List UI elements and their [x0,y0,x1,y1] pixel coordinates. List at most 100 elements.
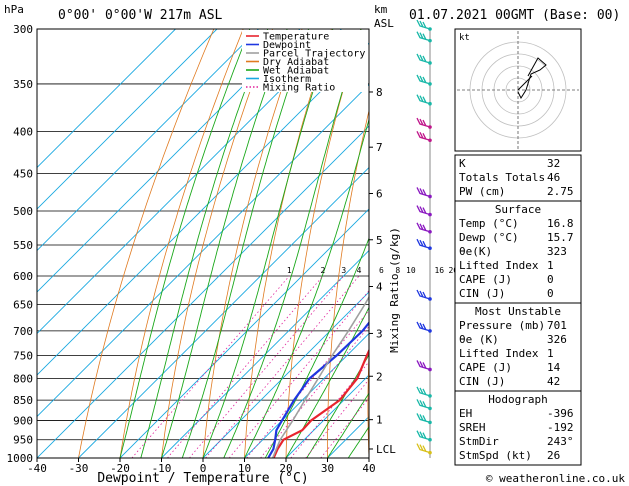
isotherm-line [37,29,259,252]
wet-adiabat-line [140,29,269,458]
pressure-tick-label: 650 [13,299,33,312]
indices-table [454,154,582,202]
pressure-tick-label: 800 [13,372,33,385]
wind-barb-icon [416,131,431,141]
most-unstable-row-label: Pressure (mb) [459,319,545,332]
wind-barb-dot [428,229,432,234]
mixing-ratio-line [167,275,324,458]
hodograph-trace [517,57,547,100]
wet-adiabat-line [161,29,288,458]
surface-row-value: 0 [547,287,554,300]
indices-row-value: 32 [547,157,560,170]
isotherm-line [37,29,218,210]
surface-row-value: 16.8 [547,217,574,230]
surface-row-label: Lifted Index [459,259,539,272]
height-tick-label: 7 [376,141,383,154]
mixing-ratio-label: 2 [321,266,326,275]
pressure-tick-label: 600 [13,270,33,283]
mixing-ratio-label: 1 [287,266,292,275]
dry-adiabat-line [587,29,618,458]
mixing-ratio-line [205,275,360,458]
wind-barb-icon [416,443,431,454]
wind-barb-dot [428,367,432,372]
height-tick-label: LCL [376,443,396,456]
isotherm-line [119,208,369,458]
series-dewpoint-line [267,321,369,458]
pressure-tick-label: 450 [13,167,33,180]
dry-adiabat-line [244,29,332,458]
mixing-ratio-label: 20 [448,266,458,275]
mixing-ratio-label: 6 [379,266,384,275]
most-unstable-row-label: θe (K) [459,333,499,346]
surface-table [454,200,582,304]
most-unstable-row-label: CAPE (J) [459,361,512,374]
wind-barb-dot [428,437,432,442]
wind-barb-icon [416,289,431,300]
pressure-tick-label: 850 [13,394,33,407]
x-tick-label: 10 [238,462,251,475]
surface-row-label: Temp (°C) [459,217,519,230]
dry-adiabat-line [202,29,303,458]
datetime-title: 01.07.2021 00GMT (Base: 00) [409,8,620,23]
wind-barb-icon [416,187,431,198]
x-tick-label: -30 [69,462,89,475]
x-tick-label: 40 [362,462,375,475]
wind-barb-icon [416,31,431,42]
mixing-ratio-line [131,275,290,458]
pressure-tick-label: 700 [13,325,33,338]
surface-row-label: CIN (J) [459,287,505,300]
x-tick-label: 0 [200,462,207,475]
pressure-tick-label: 950 [13,434,33,447]
footer-credit: © weatheronline.co.uk [486,472,625,485]
surface-title: Surface [495,203,541,216]
isotherm-line [37,29,342,335]
x-tick-label: 20 [279,462,292,475]
indices-row-value: 46 [547,171,560,184]
wet-adiabat-line [202,29,334,458]
indices-row-label: K [459,157,466,170]
wind-barb-icon [416,321,431,332]
most-unstable-table [454,302,582,392]
wind-barb-dot [428,38,432,43]
wind-barb-icon [416,117,431,128]
hodograph-stats-row-value: 26 [547,449,560,462]
surface-row-label: θe(K) [459,245,492,258]
isotherm-line [37,29,176,169]
wind-barb-icon [416,222,431,233]
dry-adiabat-line [367,345,369,458]
isotherm-line [37,83,369,418]
x-axis-title: Dewpoint / Temperature (°C) [97,471,308,486]
wind-barb-dot [428,329,432,333]
isotherm-line [161,249,369,458]
hodograph-stats-title: Hodograph [488,393,548,406]
wind-barb-icon [416,430,431,441]
x-tick-label: -40 [27,462,47,475]
most-unstable-row-label: CIN (J) [459,375,505,388]
wind-barb-dot [428,450,432,455]
isotherm-line [78,166,369,458]
wind-barb-icon [416,94,431,105]
height-tick-label: 8 [376,86,383,99]
most-unstable-title: Most Unstable [475,305,561,318]
legend-box [242,30,368,92]
wind-barb-dot [428,194,432,199]
surface-row-value: 0 [547,273,554,286]
most-unstable-row-value: 326 [547,333,567,346]
pressure-tick-label: 400 [13,126,33,139]
legend-entry: Parcel Trajectory [263,49,365,60]
legend-entry: Mixing Ratio [263,83,335,94]
wet-adiabat-line [181,29,310,458]
height-tick-label: 1 [376,414,383,427]
surface-row-label: Dewp (°C) [459,231,519,244]
isotherm-line [202,291,369,458]
wind-barb-dot [428,246,432,251]
most-unstable-row-label: Lifted Index [459,347,539,360]
wind-barb-icon [416,413,431,424]
surface-row-label: CAPE (J) [459,273,512,286]
hodograph-stats-row-label: EH [459,407,472,420]
wet-adiabat-line [285,306,369,458]
wet-adiabat-line [119,29,251,458]
wind-barb-dot [428,138,432,143]
wind-barb-dot [428,27,432,31]
